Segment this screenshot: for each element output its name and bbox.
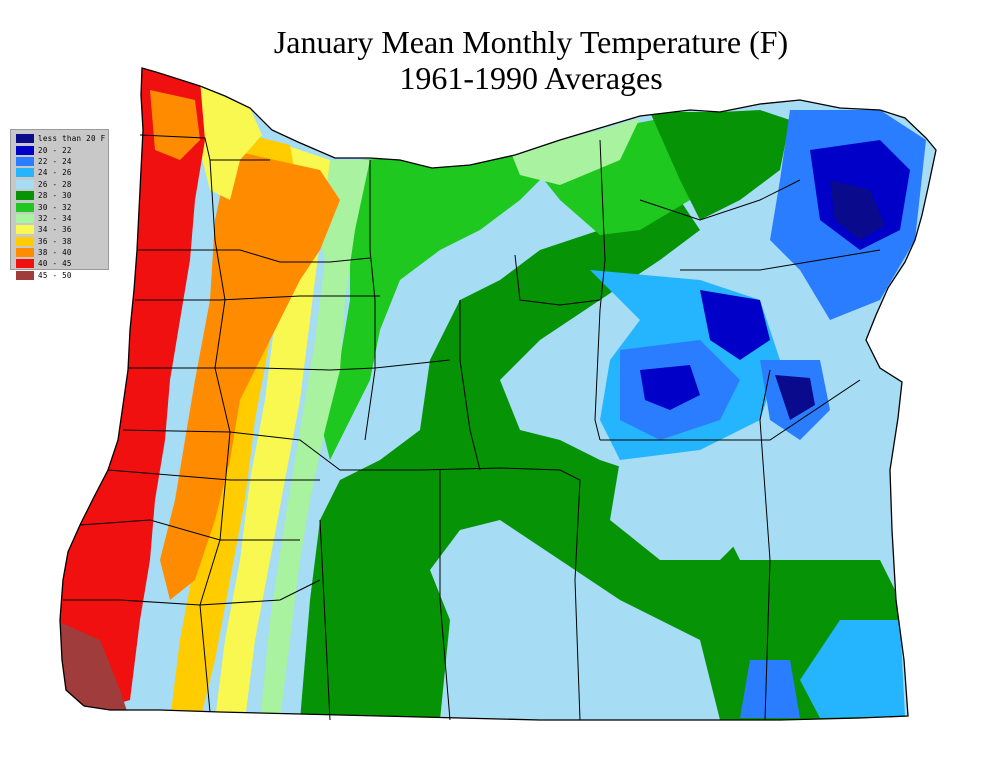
legend-item: 20 - 22 xyxy=(16,144,108,155)
legend-label: less than 20 F xyxy=(38,134,105,143)
legend-item: less than 20 F xyxy=(16,133,108,144)
legend: less than 20 F 20 - 22 22 - 24 24 - 26 2… xyxy=(10,129,109,270)
legend-label: 36 - 38 xyxy=(38,237,72,246)
legend-swatch xyxy=(16,248,34,257)
legend-label: 38 - 40 xyxy=(38,248,72,257)
legend-label: 26 - 28 xyxy=(38,180,72,189)
legend-swatch xyxy=(16,203,34,212)
legend-swatch xyxy=(16,191,34,200)
legend-item: 30 - 32 xyxy=(16,201,108,212)
legend-label: 20 - 22 xyxy=(38,146,72,155)
legend-swatch xyxy=(16,225,34,234)
legend-label: 24 - 26 xyxy=(38,168,72,177)
legend-swatch xyxy=(16,157,34,166)
legend-label: 28 - 30 xyxy=(38,191,72,200)
legend-item: 45 - 50 xyxy=(16,270,108,281)
legend-item: 38 - 40 xyxy=(16,247,108,258)
legend-item: 40 - 45 xyxy=(16,258,108,269)
legend-swatch xyxy=(16,259,34,268)
legend-item: 24 - 26 xyxy=(16,167,108,178)
legend-swatch xyxy=(16,180,34,189)
legend-item: 26 - 28 xyxy=(16,179,108,190)
legend-label: 22 - 24 xyxy=(38,157,72,166)
legend-swatch xyxy=(16,134,34,143)
legend-swatch xyxy=(16,237,34,246)
legend-item: 36 - 38 xyxy=(16,236,108,247)
legend-swatch xyxy=(16,146,34,155)
legend-item: 34 - 36 xyxy=(16,224,108,235)
zone-22-24-south xyxy=(740,660,800,718)
legend-label: 45 - 50 xyxy=(38,271,72,280)
legend-label: 40 - 45 xyxy=(38,259,72,268)
legend-swatch xyxy=(16,168,34,177)
legend-swatch xyxy=(16,214,34,223)
legend-item: 28 - 30 xyxy=(16,190,108,201)
legend-label: 30 - 32 xyxy=(38,203,72,212)
legend-item: 32 - 34 xyxy=(16,213,108,224)
legend-label: 34 - 36 xyxy=(38,225,72,234)
legend-label: 32 - 34 xyxy=(38,214,72,223)
legend-swatch xyxy=(16,271,34,280)
legend-item: 22 - 24 xyxy=(16,156,108,167)
